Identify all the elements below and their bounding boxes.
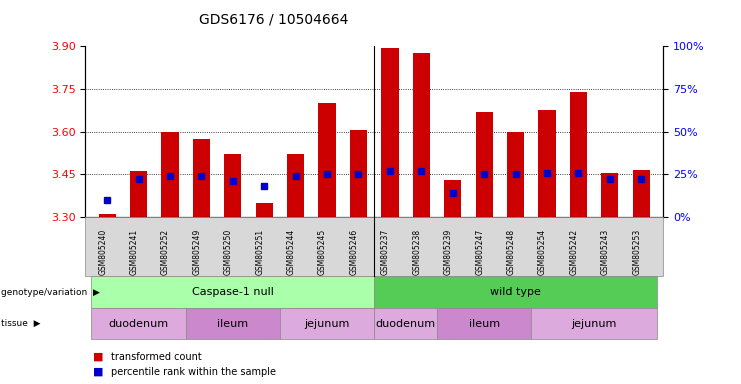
Bar [256, 203, 273, 217]
Bar [507, 131, 524, 217]
Text: GSM805238: GSM805238 [412, 228, 422, 275]
Text: GSM805245: GSM805245 [318, 228, 327, 275]
Text: duodenum: duodenum [108, 319, 169, 329]
Text: GSM805252: GSM805252 [161, 228, 170, 275]
Bar [319, 103, 336, 217]
Text: GSM805248: GSM805248 [507, 228, 516, 275]
Text: GSM805239: GSM805239 [444, 228, 453, 275]
Bar [287, 154, 305, 217]
Text: ileum: ileum [217, 319, 248, 329]
Text: GSM805240: GSM805240 [99, 228, 107, 275]
Text: GDS6176 / 10504664: GDS6176 / 10504664 [199, 13, 349, 27]
Bar [444, 180, 462, 217]
Text: GSM805241: GSM805241 [130, 228, 139, 275]
Bar [538, 110, 556, 217]
Text: jejunum: jejunum [571, 319, 617, 329]
Text: Caspase-1 null: Caspase-1 null [192, 287, 273, 297]
Text: genotype/variation  ▶: genotype/variation ▶ [1, 288, 100, 297]
Bar [382, 48, 399, 217]
Text: GSM805250: GSM805250 [224, 228, 233, 275]
Text: GSM805251: GSM805251 [255, 228, 265, 275]
Bar [225, 154, 242, 217]
Text: GSM805246: GSM805246 [350, 228, 359, 275]
Text: wild type: wild type [490, 287, 541, 297]
Text: GSM805253: GSM805253 [632, 228, 641, 275]
Text: GSM805247: GSM805247 [475, 228, 484, 275]
Text: ■: ■ [93, 352, 103, 362]
Bar [350, 130, 367, 217]
Bar [193, 139, 210, 217]
Bar [162, 131, 179, 217]
Bar [601, 173, 619, 217]
Text: percentile rank within the sample: percentile rank within the sample [111, 367, 276, 377]
Text: GSM805237: GSM805237 [381, 228, 390, 275]
Text: GSM805243: GSM805243 [601, 228, 610, 275]
Text: transformed count: transformed count [111, 352, 202, 362]
Text: GSM805249: GSM805249 [193, 228, 202, 275]
Text: ■: ■ [93, 367, 103, 377]
Text: GSM805244: GSM805244 [287, 228, 296, 275]
Text: ileum: ileum [468, 319, 499, 329]
Text: GSM805254: GSM805254 [538, 228, 547, 275]
Bar [413, 53, 430, 217]
Bar [633, 170, 650, 217]
Text: jejunum: jejunum [305, 319, 350, 329]
Text: GSM805242: GSM805242 [569, 228, 579, 275]
Bar [130, 171, 147, 217]
Bar [570, 92, 587, 217]
Bar [99, 214, 116, 217]
Bar [476, 112, 493, 217]
Text: tissue  ▶: tissue ▶ [1, 319, 41, 328]
Text: duodenum: duodenum [376, 319, 436, 329]
